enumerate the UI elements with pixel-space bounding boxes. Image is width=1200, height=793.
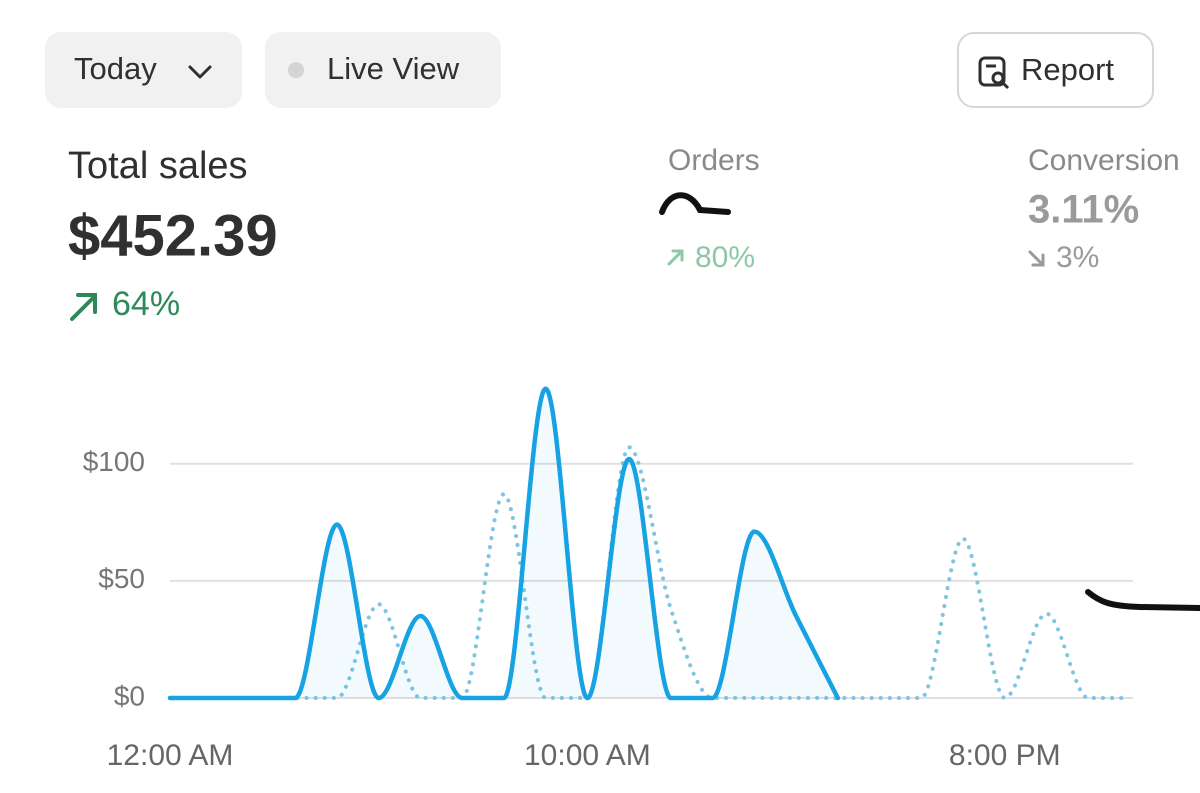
redaction-scribble bbox=[1085, 589, 1200, 611]
trend-down-icon bbox=[1028, 250, 1045, 267]
trend-up-icon bbox=[70, 293, 97, 321]
metric-change: 64% bbox=[112, 285, 180, 323]
live-dot bbox=[288, 62, 304, 78]
x-tick-label: 12:00 AM bbox=[107, 739, 234, 772]
y-tick-label: $0 bbox=[114, 680, 145, 711]
metric-change: 3% bbox=[1056, 241, 1099, 274]
date-button-label[interactable]: Today bbox=[74, 51, 157, 86]
line bbox=[167, 386, 841, 701]
live-view-label[interactable]: Live View bbox=[327, 51, 460, 86]
trend-up-icon bbox=[667, 249, 684, 266]
metric-change: 80% bbox=[695, 241, 755, 274]
area bbox=[170, 388, 838, 698]
live-view-button[interactable] bbox=[265, 32, 501, 108]
metric-label[interactable]: Conversion bbox=[1028, 144, 1180, 177]
date-button[interactable] bbox=[45, 32, 242, 108]
metric-label[interactable]: Orders bbox=[668, 144, 760, 177]
chart: $0 $50 $100 12:00 AM 10:00 AM 8:00 PM bbox=[83, 386, 1133, 772]
y-tick-label: $100 bbox=[83, 446, 145, 477]
y-tick-label: $50 bbox=[98, 563, 145, 594]
redaction-scribble bbox=[659, 192, 731, 215]
report-icon bbox=[978, 56, 1010, 90]
x-tick-label: 10:00 AM bbox=[524, 739, 651, 772]
x-tick-label: 8:00 PM bbox=[949, 739, 1061, 772]
metric-label[interactable]: Total sales bbox=[68, 145, 248, 187]
chevron-icon bbox=[188, 65, 212, 79]
metric-value: $452.39 bbox=[68, 203, 278, 268]
metric-value: 3.11% bbox=[1028, 188, 1139, 232]
report-label[interactable]: Report bbox=[1021, 52, 1114, 87]
